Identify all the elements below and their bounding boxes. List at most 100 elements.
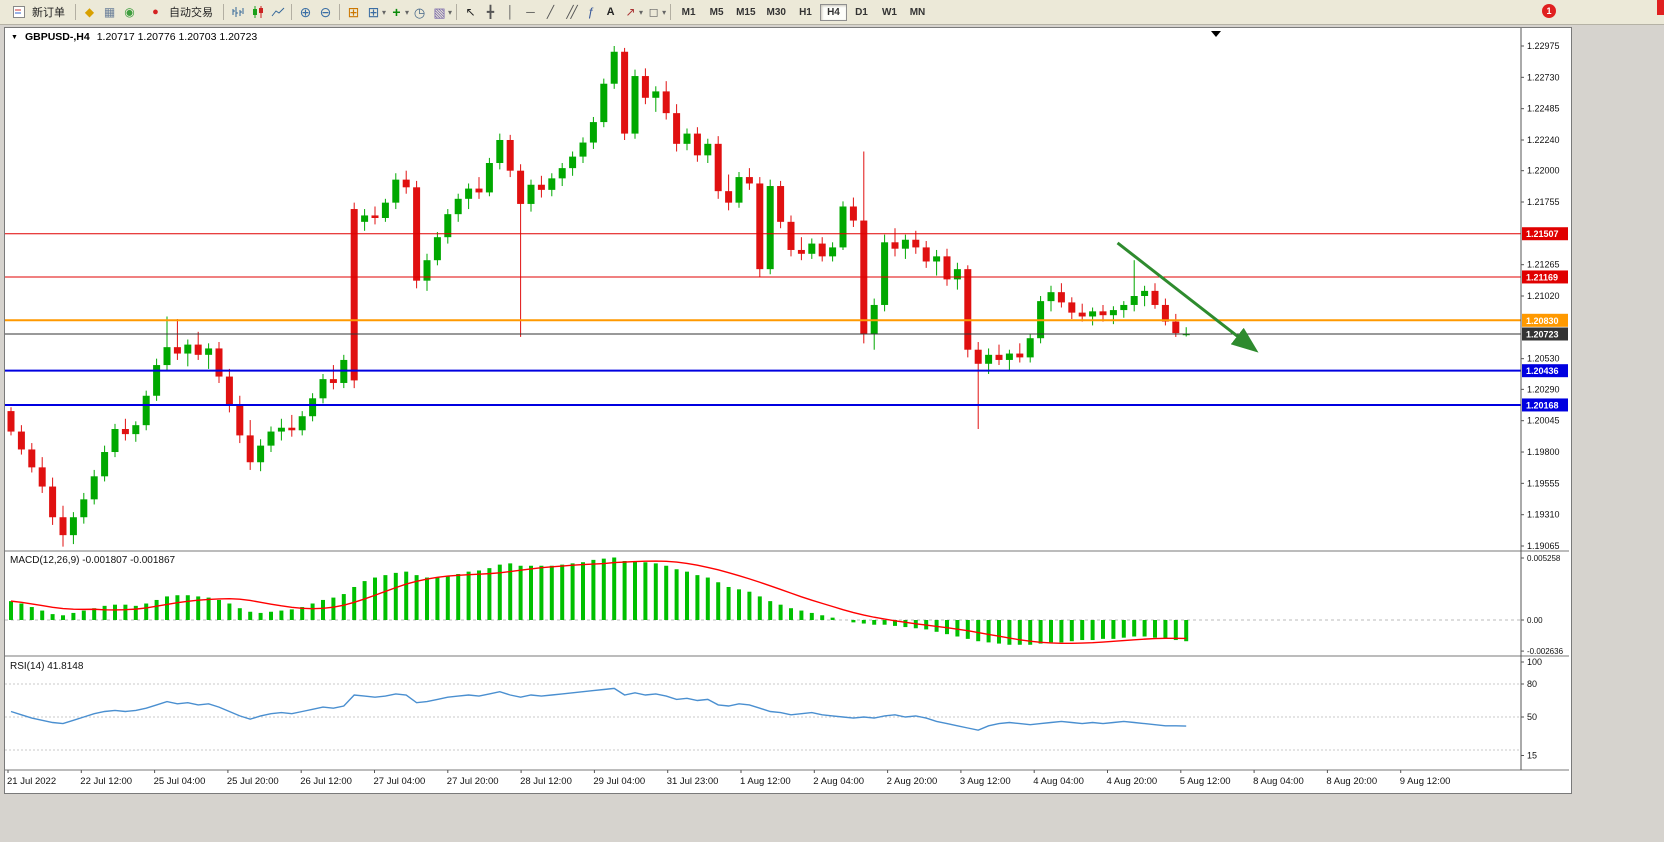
svg-text:1.20723: 1.20723 <box>1526 329 1559 339</box>
svg-text:4 Aug 20:00: 4 Aug 20:00 <box>1107 776 1158 787</box>
toolbar: 新订单 ◆ ▦ ◉ ● 自动交易 ⊕ ⊖ ⊞ ⊞ ▾ + ▾ ◷ ▧ ▾ ↖ ╋ │ … <box>0 0 1664 25</box>
separator <box>291 4 292 20</box>
svg-text:9 Aug 12:00: 9 Aug 12:00 <box>1400 776 1451 787</box>
svg-text:31 Jul 23:00: 31 Jul 23:00 <box>667 776 719 787</box>
svg-text:5 Aug 12:00: 5 Aug 12:00 <box>1180 776 1231 787</box>
symbol-label: GBPUSD-,H4 <box>24 31 90 43</box>
svg-text:21 Jul 2022: 21 Jul 2022 <box>7 776 56 787</box>
shapes-tool-icon[interactable]: ◻ <box>648 5 659 19</box>
collapse-icon[interactable]: ▼ <box>11 33 18 41</box>
svg-text:1.21169: 1.21169 <box>1526 272 1558 282</box>
data-window-icon[interactable]: ▦ <box>103 5 116 19</box>
svg-text:2 Aug 20:00: 2 Aug 20:00 <box>887 776 938 787</box>
chevron-down-icon[interactable]: ▾ <box>448 7 453 17</box>
timeframe-d1[interactable]: D1 <box>855 6 868 18</box>
svg-text:27 Jul 20:00: 27 Jul 20:00 <box>447 776 499 787</box>
timeframe-mn[interactable]: MN <box>909 6 926 18</box>
timeframe-m5[interactable]: M5 <box>709 6 724 18</box>
separator <box>75 4 76 20</box>
new-chart-icon[interactable]: ⊞ <box>367 4 380 20</box>
timeframe-h1[interactable]: H1 <box>799 6 812 18</box>
svg-text:1.21755: 1.21755 <box>1527 197 1560 207</box>
svg-text:25 Jul 20:00: 25 Jul 20:00 <box>227 776 279 787</box>
svg-text:1.20436: 1.20436 <box>1526 366 1559 376</box>
svg-text:1.19555: 1.19555 <box>1527 478 1560 488</box>
autotrading-button[interactable]: ● 自动交易 <box>140 1 219 24</box>
svg-text:3 Aug 12:00: 3 Aug 12:00 <box>960 776 1011 787</box>
timeframe-m30[interactable]: M30 <box>766 6 786 18</box>
svg-text:1.19800: 1.19800 <box>1527 447 1560 457</box>
chevron-down-icon[interactable]: ▾ <box>639 7 644 17</box>
svg-text:100: 100 <box>1527 657 1542 667</box>
ohlc-values: 1.20717 1.20776 1.20703 1.20723 <box>96 31 258 43</box>
svg-text:29 Jul 04:00: 29 Jul 04:00 <box>593 776 645 787</box>
svg-text:80: 80 <box>1527 679 1537 689</box>
chevron-down-icon[interactable]: ▾ <box>662 7 667 17</box>
svg-text:1.19310: 1.19310 <box>1527 510 1560 520</box>
clock-icon[interactable]: ◷ <box>413 4 426 20</box>
price-chart-canvas[interactable]: 1.22975 1.22730 1.22485 1.22240 1.22000 1.217… <box>5 28 1569 791</box>
tile-windows-icon[interactable]: ⊞ <box>347 4 360 20</box>
vertical-line-icon[interactable]: │ <box>506 5 515 19</box>
svg-text:1 Aug 12:00: 1 Aug 12:00 <box>740 776 791 787</box>
svg-text:28 Jul 12:00: 28 Jul 12:00 <box>520 776 572 787</box>
separator <box>339 4 340 20</box>
candlestick-chart-icon[interactable] <box>248 3 267 22</box>
svg-text:26 Jul 12:00: 26 Jul 12:00 <box>300 776 352 787</box>
svg-text:1.20290: 1.20290 <box>1527 384 1560 394</box>
market-watch-icon[interactable]: ◆ <box>84 5 95 19</box>
bar-chart-icon[interactable] <box>228 3 247 22</box>
line-chart-icon[interactable] <box>268 3 287 22</box>
template-icon[interactable]: ▧ <box>433 4 446 20</box>
svg-text:1.20530: 1.20530 <box>1527 354 1560 364</box>
horizontal-line-icon[interactable]: ─ <box>526 5 535 19</box>
chevron-down-icon[interactable]: ▾ <box>405 7 410 17</box>
timeframe-m15[interactable]: M15 <box>736 6 756 18</box>
crosshair-icon[interactable]: ╋ <box>486 5 495 19</box>
notification-badge[interactable]: 1 <box>1542 4 1556 18</box>
svg-text:1.21507: 1.21507 <box>1526 229 1559 239</box>
svg-text:2 Aug 04:00: 2 Aug 04:00 <box>813 776 864 787</box>
svg-text:25 Jul 04:00: 25 Jul 04:00 <box>154 776 206 787</box>
svg-text:1.22975: 1.22975 <box>1527 41 1560 51</box>
autotrading-label: 自动交易 <box>169 7 213 19</box>
navigator-icon[interactable]: ◉ <box>124 5 135 19</box>
svg-text:50: 50 <box>1527 712 1537 722</box>
zoom-in-icon[interactable]: ⊕ <box>299 4 312 20</box>
svg-text:15: 15 <box>1527 751 1537 761</box>
timeframe-h4[interactable]: H4 <box>819 3 847 21</box>
svg-text:-0.002636: -0.002636 <box>1527 647 1564 656</box>
autotrading-icon: ● <box>152 5 159 18</box>
svg-text:1.22730: 1.22730 <box>1527 72 1560 82</box>
svg-text:8 Aug 20:00: 8 Aug 20:00 <box>1326 776 1377 787</box>
text-tool-icon[interactable]: A <box>606 5 615 18</box>
svg-text:1.19065: 1.19065 <box>1527 541 1560 551</box>
svg-text:1.21265: 1.21265 <box>1527 260 1560 270</box>
svg-text:MACD(12,26,9) -0.001807 -0.00: MACD(12,26,9) -0.001807 -0.001867 <box>10 555 176 566</box>
arrows-tool-icon[interactable]: ↗ <box>625 5 636 19</box>
svg-text:1.22485: 1.22485 <box>1527 104 1560 114</box>
indicators-icon[interactable]: + <box>392 4 401 20</box>
fibonacci-icon[interactable]: ƒ <box>587 5 594 19</box>
svg-text:27 Jul 04:00: 27 Jul 04:00 <box>374 776 426 787</box>
timeframe-w1[interactable]: W1 <box>881 6 897 18</box>
separator <box>456 4 458 20</box>
svg-text:4 Aug 04:00: 4 Aug 04:00 <box>1033 776 1084 787</box>
timeframe-m1[interactable]: M1 <box>681 6 696 18</box>
new-order-button[interactable]: 新订单 <box>3 1 71 24</box>
trendline-icon[interactable]: ╱ <box>546 5 555 19</box>
channel-icon[interactable]: ╱╱ <box>566 5 577 19</box>
svg-text:22 Jul 12:00: 22 Jul 12:00 <box>80 776 132 787</box>
svg-text:0.00: 0.00 <box>1527 616 1543 625</box>
svg-text:8 Aug 04:00: 8 Aug 04:00 <box>1253 776 1304 787</box>
cursor-icon[interactable]: ↖ <box>465 5 476 19</box>
separator <box>670 4 672 20</box>
edge-notification-marker <box>1657 0 1664 15</box>
zoom-out-icon[interactable]: ⊖ <box>319 4 332 20</box>
new-order-icon <box>9 3 28 22</box>
svg-text:1.21020: 1.21020 <box>1527 291 1560 301</box>
chart-header: ▼ GBPUSD-,H4 1.20717 1.20776 1.20703 1.2… <box>11 31 257 43</box>
chevron-down-icon[interactable]: ▾ <box>382 7 387 17</box>
svg-text:1.22240: 1.22240 <box>1527 135 1560 145</box>
chart-window: ▼ GBPUSD-,H4 1.20717 1.20776 1.20703 1.2… <box>4 27 1572 794</box>
